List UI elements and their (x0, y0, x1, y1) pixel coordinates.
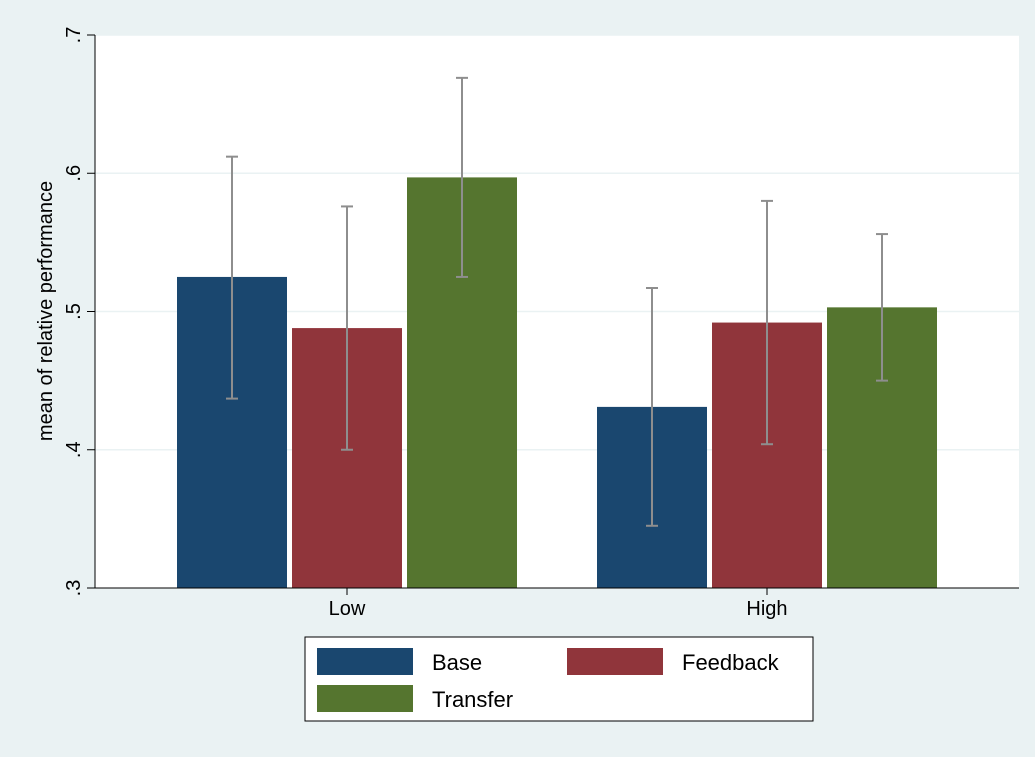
legend-key-transfer (317, 685, 413, 712)
legend: Base Feedback Transfer (304, 636, 814, 722)
y-tick-label: .3 (63, 580, 85, 597)
x-tick-label: High (746, 598, 787, 620)
axes-group: .3 .4 .5 .6 .7 Low High (63, 27, 1019, 620)
x-tick-label: Low (329, 598, 366, 620)
y-axis-label: mean of relative performance (35, 181, 57, 441)
legend-label-base: Base (432, 650, 482, 675)
legend-key-base (317, 648, 413, 675)
y-tick-label: .5 (63, 303, 85, 320)
legend-key-feedback (567, 648, 663, 675)
legend-label-transfer: Transfer (432, 687, 513, 712)
error-bars-group (226, 76, 888, 527)
legend-label-feedback: Feedback (682, 650, 780, 675)
y-tick-label: .7 (63, 27, 85, 44)
y-tick-label: .6 (63, 165, 85, 182)
y-tick-label: .4 (63, 441, 85, 458)
